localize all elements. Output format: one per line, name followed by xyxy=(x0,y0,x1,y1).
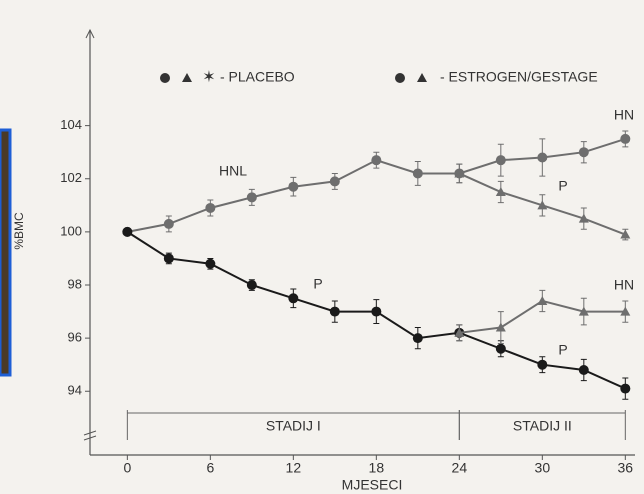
legend-marker xyxy=(182,73,192,82)
marker xyxy=(620,306,631,316)
marker xyxy=(412,168,423,179)
axis-break xyxy=(83,430,97,441)
legend-marker xyxy=(417,73,427,82)
marker xyxy=(578,147,589,158)
y-tick-label: 102 xyxy=(60,170,82,185)
annotation: P xyxy=(558,342,567,358)
marker xyxy=(205,258,216,269)
marker xyxy=(537,200,548,210)
marker xyxy=(578,306,589,316)
x-tick-label: 36 xyxy=(618,460,634,476)
marker xyxy=(163,218,174,229)
marker xyxy=(371,306,382,317)
annotation: P xyxy=(313,276,322,292)
marker xyxy=(537,152,548,163)
y-tick-label: 96 xyxy=(68,330,82,345)
marker xyxy=(288,181,299,192)
x-axis-label: MJESECI xyxy=(342,477,403,493)
marker xyxy=(454,168,465,178)
x-tick-label: 18 xyxy=(369,460,385,476)
marker xyxy=(454,327,465,337)
marker xyxy=(537,295,548,305)
marker xyxy=(205,202,216,213)
y-tick-label: 104 xyxy=(60,117,82,132)
marker xyxy=(578,213,589,223)
marker xyxy=(620,383,631,394)
y-tick-label: 98 xyxy=(68,276,82,291)
annotation: HN xyxy=(614,277,634,293)
stage-bracket xyxy=(458,410,626,440)
legend-label: - PLACEBO xyxy=(220,69,295,85)
marker xyxy=(578,365,589,375)
marker xyxy=(620,133,631,144)
marker xyxy=(371,155,382,166)
marker xyxy=(163,253,174,264)
x-tick-label: 0 xyxy=(123,460,131,476)
cropped-photo xyxy=(0,128,12,377)
marker xyxy=(495,155,506,166)
x-tick-label: 30 xyxy=(535,460,551,476)
legend-label: - ESTROGEN/GESTAGE xyxy=(440,69,598,85)
marker xyxy=(620,229,631,239)
legend-marker xyxy=(160,73,170,83)
legend-marker xyxy=(395,73,405,83)
marker xyxy=(288,293,299,304)
marker xyxy=(246,280,257,290)
marker xyxy=(412,333,423,344)
annotation: HN xyxy=(614,107,634,123)
x-tick-label: 12 xyxy=(286,460,302,476)
stage-label: STADIJ I xyxy=(266,418,321,434)
marker xyxy=(122,226,133,237)
annotation: P xyxy=(558,178,567,194)
y-axis-label: %BMC xyxy=(12,212,26,250)
marker xyxy=(537,359,548,370)
marker xyxy=(246,192,257,203)
marker xyxy=(495,187,506,197)
annotation: HNL xyxy=(219,163,247,179)
marker xyxy=(329,176,340,187)
stage-label: STADIJ II xyxy=(513,418,572,434)
x-tick-label: 24 xyxy=(452,460,468,476)
y-axis-arrow xyxy=(85,28,95,39)
marker xyxy=(495,343,506,354)
y-tick-label: 100 xyxy=(60,223,82,238)
y-tick-label: 94 xyxy=(68,383,82,398)
marker xyxy=(495,322,506,332)
marker xyxy=(329,306,340,317)
legend-marker: ✶ xyxy=(202,69,215,86)
x-tick-label: 6 xyxy=(206,460,214,476)
